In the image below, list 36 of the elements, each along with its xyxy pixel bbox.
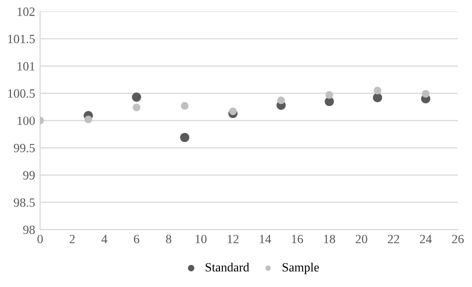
y-tick-label: 99: [23, 171, 35, 180]
y-tick-label: 101: [18, 62, 35, 70]
point: [180, 102, 189, 110]
point: [84, 116, 92, 124]
x-tick-label: 26: [452, 234, 464, 244]
legend-label: Standard: [206, 262, 250, 272]
x-tick-label: 12: [228, 234, 238, 244]
y-tick-label: 99.5: [14, 144, 35, 152]
y-tick-label: 100.5: [8, 89, 35, 98]
x-tick-label: 14: [260, 234, 272, 244]
y-tick-label: 102: [18, 8, 35, 16]
legend-label: Sample: [282, 262, 319, 274]
x-tick-label: 16: [292, 234, 304, 244]
point: [422, 90, 430, 98]
point: [132, 92, 142, 102]
x-tick-label: 20: [356, 234, 368, 244]
x-tick-label: 8: [166, 234, 172, 244]
x-tick-label: 2: [70, 234, 75, 244]
x-tick-label: 24: [420, 234, 432, 244]
point: [374, 86, 382, 94]
x-tick-label: 0: [37, 234, 43, 244]
x-tick-label: 6: [134, 234, 140, 244]
y-tick-label: 101.5: [8, 34, 35, 44]
point: [132, 104, 140, 112]
point: [229, 107, 237, 116]
point: [372, 93, 382, 102]
x-tick-label: 18: [324, 234, 336, 244]
x-tick-label: 10: [196, 234, 207, 244]
y-tick-label: 100: [18, 116, 35, 125]
x-tick-label: 22: [388, 234, 400, 244]
point: [277, 96, 285, 104]
point: [180, 132, 190, 142]
y-tick-label: 98.5: [14, 198, 35, 207]
y-tick-label: 98: [23, 226, 35, 234]
point: [326, 91, 334, 99]
x-tick-label: 4: [102, 234, 108, 244]
